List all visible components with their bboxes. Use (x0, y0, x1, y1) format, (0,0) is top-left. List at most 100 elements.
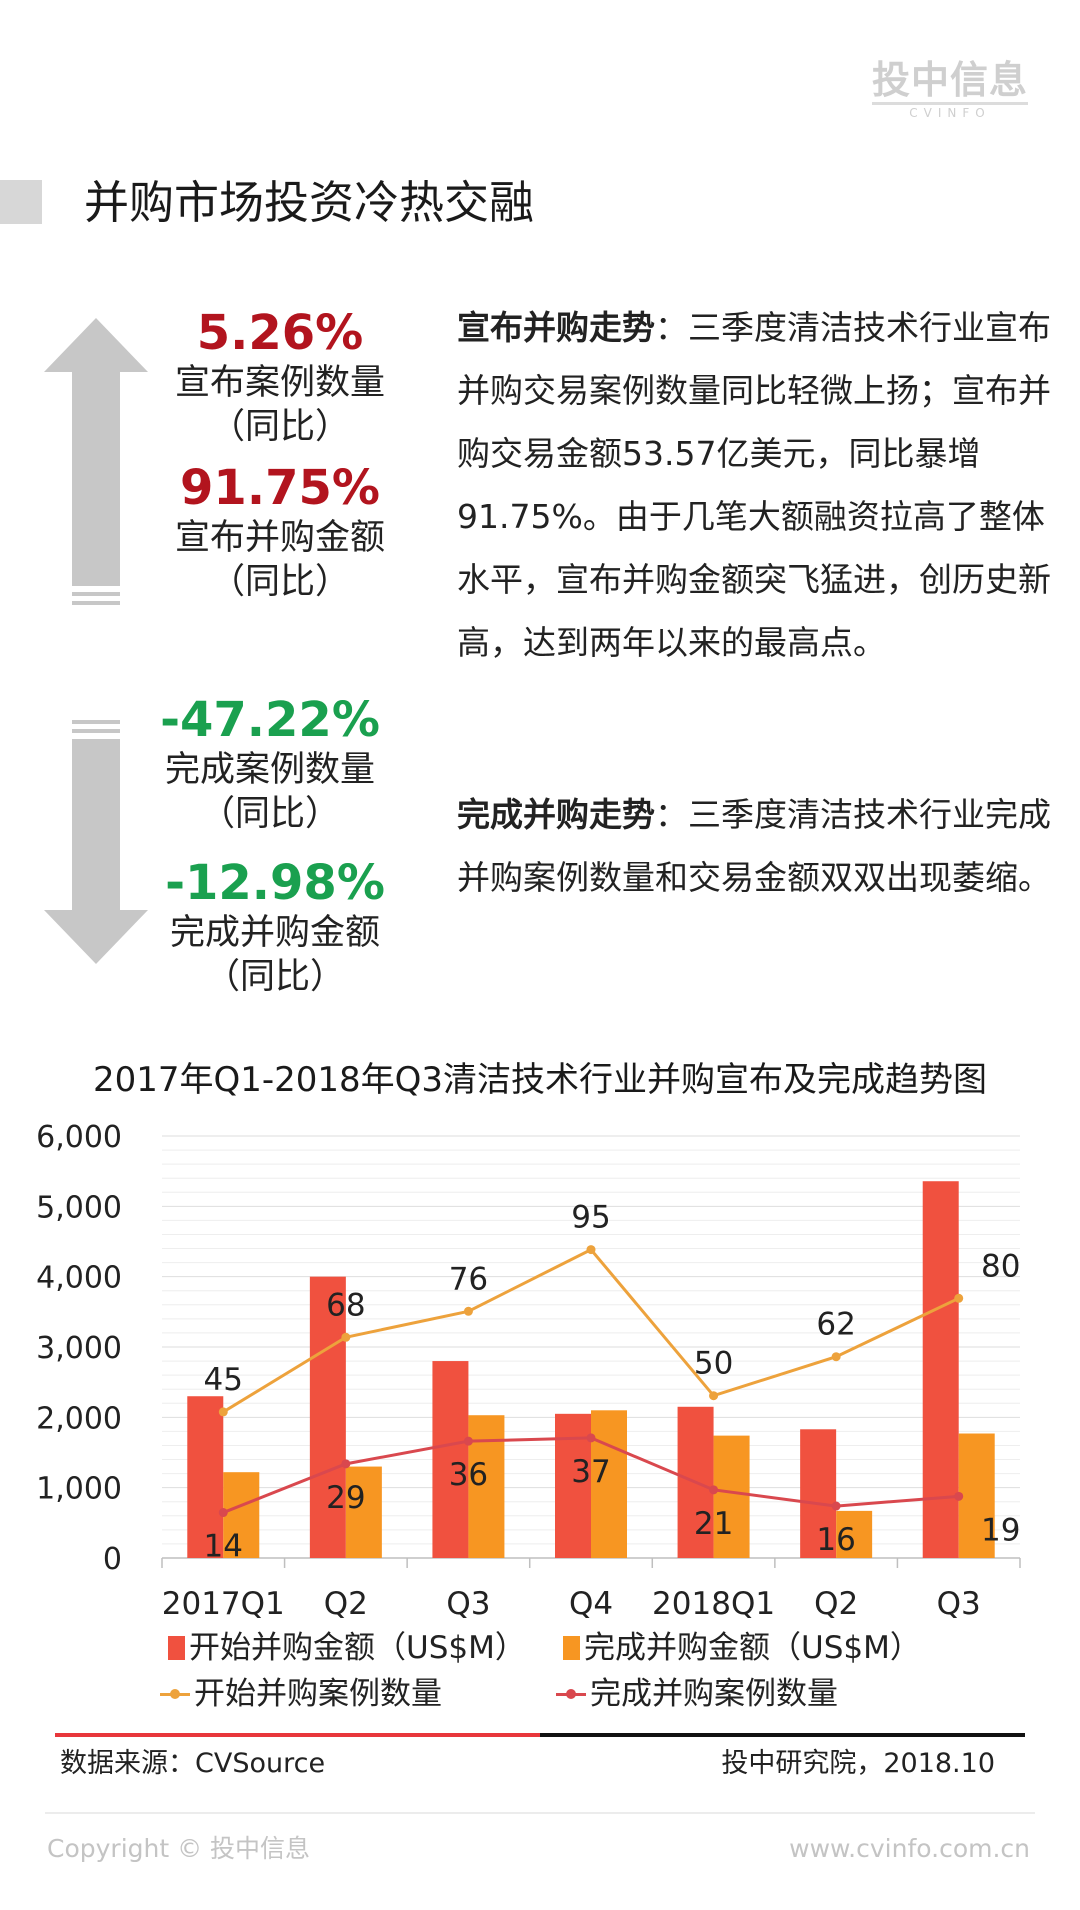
x-tick-label: Q2 (814, 1586, 858, 1622)
point-complete-count (831, 1501, 841, 1511)
stat-label: 完成案例数量 (164, 750, 375, 790)
data-label-announce-count: 62 (816, 1307, 855, 1343)
bar-announce-amount (922, 1181, 959, 1558)
stat-label: 宣布并购金额 (174, 518, 385, 558)
stat-announce-amount: 91.75% 宣布并购金额 （同比） (150, 460, 410, 604)
bar-complete-amount (958, 1433, 995, 1558)
data-label-complete-count: 29 (326, 1480, 365, 1516)
announce-trend-heading: 宣布并购走势 (457, 308, 655, 347)
stat-value: -12.98% (165, 855, 385, 911)
bar-announce-amount (187, 1396, 224, 1558)
legend-line-symbol (556, 1686, 586, 1702)
point-complete-count (709, 1485, 719, 1495)
point-announce-count (341, 1332, 351, 1342)
trend-chart: 6,000 5,000 4,000 3,000 2,000 1,000 0 2017Q1 Q2 Q… (36, 1120, 1021, 1622)
legend-swatch (168, 1636, 185, 1660)
point-announce-count (586, 1245, 596, 1255)
data-label-announce-count: 50 (694, 1346, 733, 1382)
stat-sub: （同比） (199, 794, 340, 834)
y-tick-label: 1,000 (36, 1472, 122, 1507)
complete-trend-heading: 完成并购走势 (457, 795, 655, 834)
stat-value: 91.75% (180, 460, 380, 516)
research-credit: 投中研究院，2018.10 (721, 1748, 995, 1779)
data-source: 数据来源：CVSource (60, 1748, 326, 1779)
title-accent-bar (0, 180, 42, 224)
data-label-complete-count: 19 (981, 1512, 1020, 1548)
point-complete-count (341, 1459, 351, 1469)
point-announce-count (218, 1407, 228, 1417)
point-announce-count (463, 1306, 473, 1316)
stat-sub: （同比） (204, 957, 345, 997)
up-arrow-icon (44, 318, 148, 605)
x-tick-label: Q4 (569, 1586, 613, 1622)
stat-label: 完成并购金额 (169, 913, 380, 953)
data-label-announce-count: 80 (981, 1248, 1020, 1284)
website-url: www.cvinfo.com.cn (789, 1834, 1030, 1863)
legend-item-announce-count: 开始并购案例数量 (160, 1674, 442, 1714)
y-tick-label: 3,000 (36, 1331, 122, 1366)
legend-item-announce-amount: 开始并购金额（US$M） (168, 1628, 526, 1668)
announce-trend-text: ：三季度清洁技术行业宣布并购交易案例数量同比轻微上扬；宣布并购交易金额53.57… (457, 308, 1051, 662)
complete-trend-paragraph: 完成并购走势：三季度清洁技术行业完成并购案例数量和交易金额双双出现萎缩。 (457, 783, 1067, 909)
down-arrow-icon (44, 720, 148, 964)
data-label-announce-count: 68 (326, 1287, 365, 1323)
copyright: Copyright © 投中信息 (47, 1834, 311, 1863)
bar-announce-amount (309, 1276, 346, 1558)
chart-title: 2017年Q1-2018年Q3清洁技术行业并购宣布及完成趋势图 (92, 1060, 988, 1100)
bar-announce-amount (800, 1429, 837, 1558)
stat-label: 宣布案例数量 (174, 363, 385, 403)
stat-value: -47.22% (160, 692, 380, 748)
stat-value: 5.26% (196, 305, 364, 361)
legend-label: 完成并购案例数量 (590, 1676, 838, 1712)
point-announce-count (709, 1391, 719, 1401)
data-label-complete-count: 36 (449, 1457, 488, 1493)
legend-label: 开始并购金额（US$M） (189, 1630, 526, 1666)
page-title: 并购市场投资冷热交融 (84, 176, 535, 229)
stat-announce-count: 5.26% 宣布案例数量 （同比） (150, 305, 410, 449)
divider-red (55, 1733, 540, 1737)
legend-item-complete-amount: 完成并购金额（US$M） (563, 1628, 921, 1668)
stat-sub: （同比） (209, 562, 350, 602)
data-label-announce-count: 95 (571, 1200, 610, 1236)
bar-complete-amount (345, 1466, 382, 1558)
point-complete-count (218, 1508, 228, 1518)
data-label-complete-count: 16 (816, 1522, 855, 1558)
complete-trend-text: ：三季度清洁技术行业完成并购案例数量和交易金额双双出现萎缩。 (457, 795, 1051, 897)
bar-complete-amount (713, 1435, 750, 1558)
x-tick-label: 2017Q1 (162, 1586, 285, 1622)
legend-swatch (563, 1636, 580, 1660)
y-tick-label: 4,000 (36, 1261, 122, 1296)
bar-announce-amount (432, 1361, 469, 1558)
x-tick-label: Q3 (937, 1586, 981, 1622)
data-label-announce-count: 76 (449, 1261, 488, 1297)
x-tick-label: Q3 (446, 1586, 490, 1622)
point-complete-count (463, 1436, 473, 1446)
x-tick-label: Q2 (324, 1586, 368, 1622)
divider-black (540, 1733, 1025, 1737)
bar-complete-amount (591, 1410, 627, 1558)
footer-divider (45, 1812, 1035, 1814)
point-announce-count (831, 1352, 841, 1362)
logo: 投中信息 CVINFO (871, 58, 1028, 121)
stat-complete-amount: -12.98% 完成并购金额 （同比） (145, 855, 405, 999)
y-tick-label: 5,000 (36, 1190, 122, 1225)
logo-main: 投中信息 (871, 58, 1028, 102)
bar-complete-amount (836, 1510, 873, 1558)
data-label-complete-count: 21 (694, 1506, 733, 1542)
bar-complete-amount (223, 1472, 260, 1558)
legend-item-complete-count: 完成并购案例数量 (556, 1674, 838, 1714)
y-tick-label: 2,000 (36, 1401, 122, 1436)
point-announce-count (954, 1293, 964, 1303)
data-label-announce-count: 45 (204, 1362, 243, 1398)
legend-label: 开始并购案例数量 (194, 1676, 442, 1712)
stat-complete-count: -47.22% 完成案例数量 （同比） (140, 692, 400, 836)
logo-sub: CVINFO (871, 102, 1028, 121)
data-label-complete-count: 14 (204, 1529, 243, 1565)
y-tick-label: 0 (103, 1542, 122, 1577)
stat-sub: （同比） (209, 407, 350, 447)
y-tick-label: 6,000 (36, 1120, 122, 1155)
point-complete-count (954, 1491, 964, 1501)
point-complete-count (586, 1433, 596, 1443)
legend-label: 完成并购金额（US$M） (584, 1630, 921, 1666)
data-label-complete-count: 37 (571, 1454, 610, 1490)
